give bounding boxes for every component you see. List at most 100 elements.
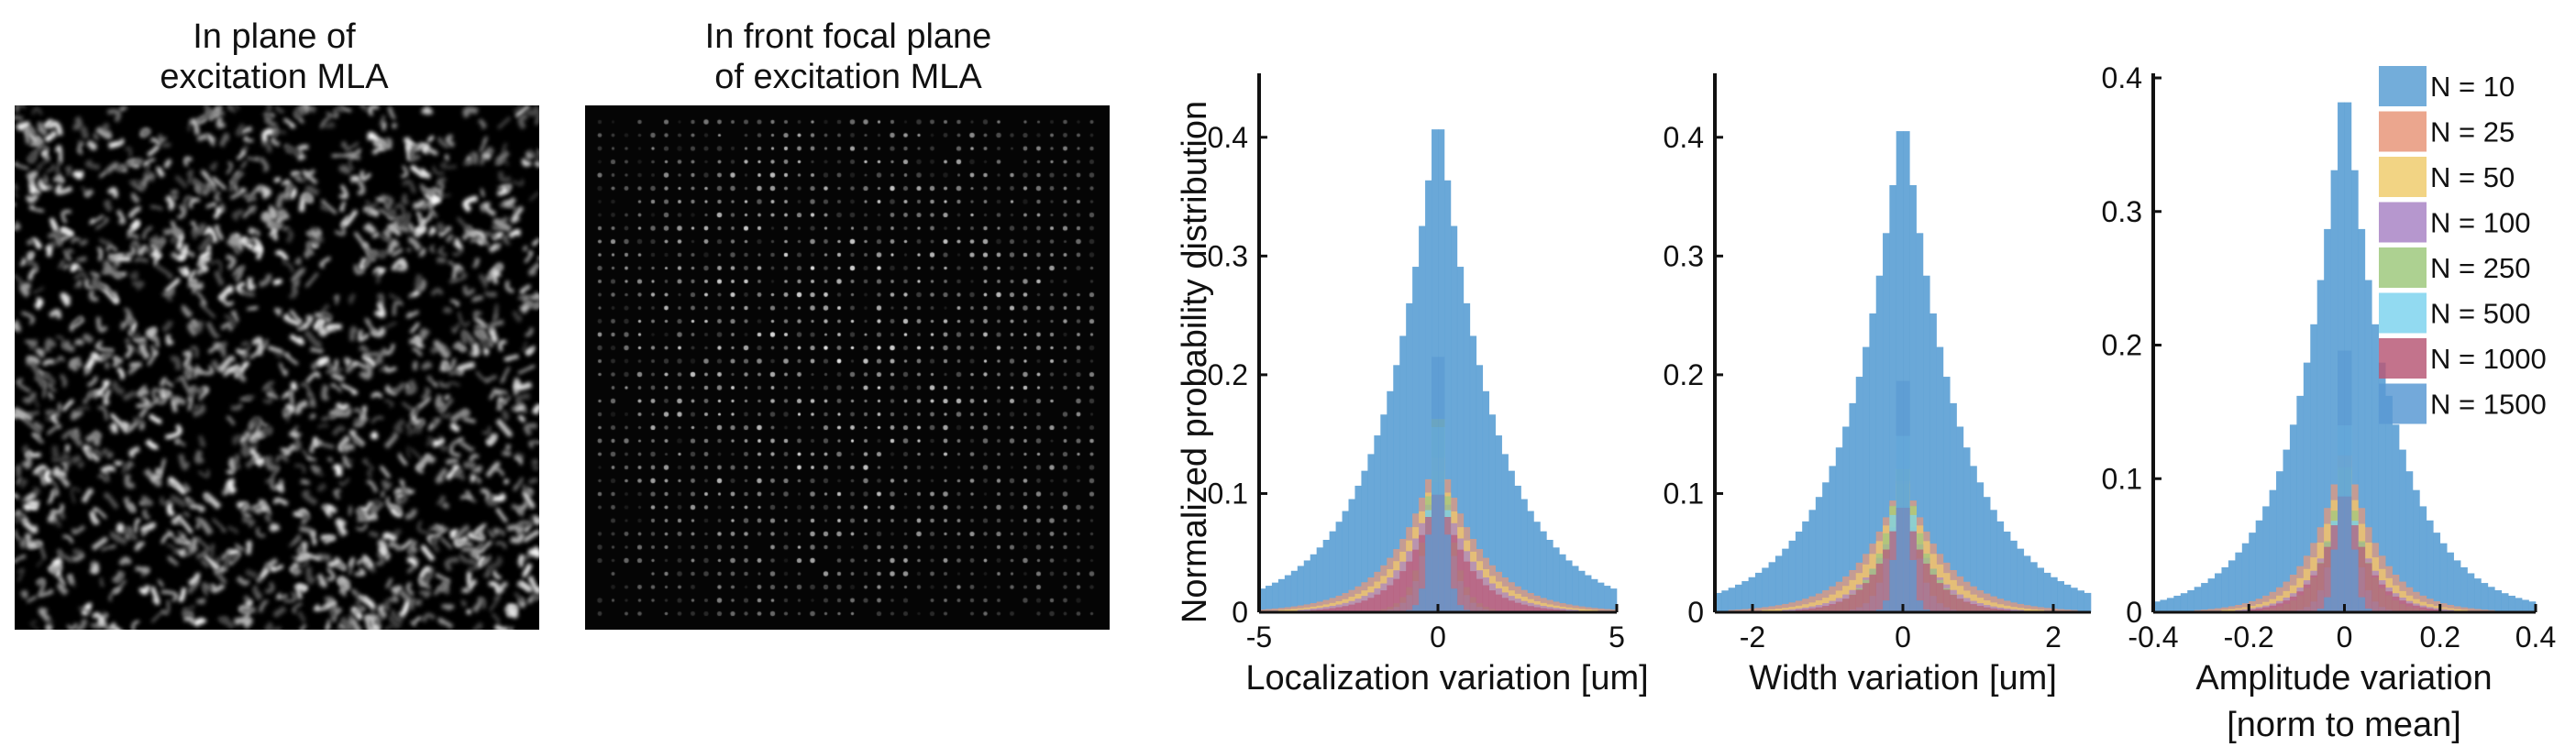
image-title-left-line1: In plane of: [193, 17, 356, 56]
hist-bar: [1361, 600, 1368, 612]
hist-bar: [1565, 560, 1573, 612]
hist-bar: [1406, 302, 1413, 612]
x-tick-label: 0: [1895, 621, 1911, 654]
hist-bar: [1956, 599, 1964, 612]
hist-bar: [1361, 470, 1368, 612]
width-panel: 0 0.1 0.2 0.3 0.4 -2 0 2 Width variation [um]: [1664, 73, 2092, 698]
hist-bar: [1815, 497, 1823, 612]
hist-bar: [1488, 590, 1496, 612]
x-tick-label: 2: [2045, 621, 2062, 654]
hist-bar: [1533, 522, 1541, 612]
hist-bar: [2003, 531, 2011, 612]
hist-bar: [2392, 424, 2400, 612]
width-bars: [1715, 131, 2092, 613]
hist-bar: [2269, 605, 2277, 612]
hist-bar: [2426, 608, 2434, 612]
hist-bar: [1970, 466, 1977, 612]
hist-bar: [2296, 395, 2305, 612]
hist-bar: [1367, 454, 1375, 612]
y-tick-label: 0.2: [1208, 358, 1248, 391]
hist-bar: [1540, 531, 1547, 612]
hist-bar: [1419, 225, 1426, 612]
hist-bar: [2289, 596, 2297, 612]
hist-bar: [1896, 380, 1904, 612]
hist-bar: [1520, 604, 1528, 612]
hist-bar: [1585, 575, 1592, 612]
hist-bar: [2201, 583, 2208, 612]
hist-bar: [1768, 606, 1776, 612]
image-title-left-line2: excitation MLA: [160, 58, 389, 96]
hist-bar: [1476, 578, 1484, 612]
amplitude-x-label-line1: Amplitude variation: [2195, 659, 2492, 698]
hist-bar: [2283, 600, 2291, 612]
hist-bar: [2235, 552, 2243, 612]
hist-bar: [1903, 380, 1910, 612]
hist-bar: [1610, 609, 1618, 612]
hist-bar: [2276, 603, 2283, 612]
hist-bar: [1482, 585, 1490, 612]
x-tick-label: -0.2: [2224, 621, 2274, 654]
x-tick-label: 0.4: [2515, 621, 2556, 654]
hist-bar: [2350, 549, 2359, 612]
hist-bar: [1406, 561, 1413, 612]
legend-swatch: [2379, 247, 2427, 288]
hist-bar: [2057, 609, 2065, 612]
hist-bar: [2324, 546, 2331, 612]
hist-bar: [2228, 560, 2236, 612]
hist-bar: [1374, 594, 1381, 612]
hist-bar: [1869, 574, 1877, 612]
hist-bar: [2303, 584, 2311, 612]
hist-bar: [1354, 602, 1362, 612]
hist-bar: [2249, 609, 2256, 612]
hist-bar: [1348, 499, 1355, 612]
hist-bar: [1412, 549, 1420, 612]
hist-bar: [1393, 365, 1400, 612]
hist-bar: [1553, 547, 1560, 612]
hist-bar: [1815, 607, 1823, 612]
hist-bar: [2399, 449, 2406, 612]
hist-bar: [2378, 584, 2386, 612]
hist-bar: [1835, 601, 1843, 612]
hist-bar: [2419, 506, 2427, 612]
hist-bar: [2358, 228, 2366, 612]
hist-bar: [1990, 510, 1997, 612]
hist-bar: [1604, 586, 1611, 612]
hist-bar: [1754, 608, 1763, 612]
hist-bar: [1610, 588, 1618, 612]
hist-bar: [1768, 609, 1776, 612]
hist-bar: [2453, 609, 2461, 612]
hist-bar: [1271, 582, 1279, 612]
hist-bar: [1916, 549, 1924, 612]
hist-bar: [1456, 549, 1465, 612]
hist-bar: [1976, 482, 1985, 612]
hist-bar: [2077, 590, 2084, 612]
x-tick-label: -5: [1246, 621, 1272, 654]
hist-bar: [1559, 554, 1566, 612]
hist-bar: [1782, 548, 1789, 612]
hist-bar: [2426, 520, 2434, 612]
hist-bar: [1990, 608, 1997, 612]
hist-bar: [1527, 511, 1534, 612]
hist-bar: [1855, 377, 1863, 612]
hist-bar: [2487, 587, 2495, 612]
hist-bar: [2473, 609, 2482, 612]
hist-bar: [1970, 604, 1977, 612]
hist-bar: [2262, 506, 2270, 612]
hist-bar: [2522, 599, 2529, 612]
y-tick-label: 0.1: [1664, 477, 1704, 510]
hist-bar: [1936, 346, 1944, 612]
hist-bar: [2043, 608, 2051, 612]
hist-bar: [1508, 600, 1515, 612]
hist-bar: [1741, 581, 1749, 612]
hist-bar: [1721, 590, 1729, 612]
hist-bar: [1889, 185, 1896, 613]
hist-bar: [1495, 594, 1502, 612]
hist-bar: [2433, 609, 2441, 612]
hist-bar: [2289, 424, 2297, 612]
hist-bar: [1922, 563, 1930, 612]
hist-bar: [2296, 591, 2305, 612]
hist-bar: [2358, 597, 2366, 612]
hist-bar: [1916, 600, 1924, 612]
amplitude-x-label-line2: [norm to mean]: [2227, 706, 2461, 744]
hist-bar: [1822, 606, 1830, 612]
